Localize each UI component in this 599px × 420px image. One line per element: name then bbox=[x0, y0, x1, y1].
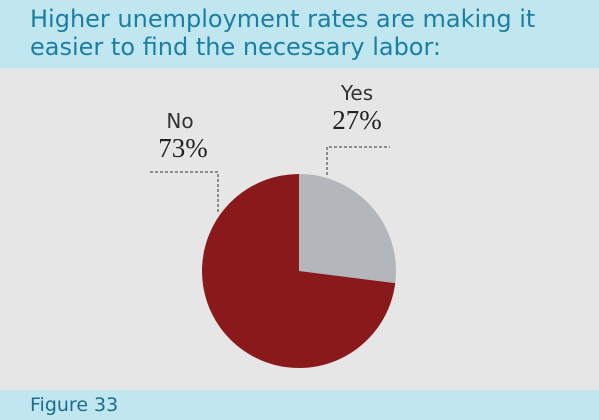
figure-label: Figure 33 bbox=[30, 394, 119, 416]
slice-label: No bbox=[166, 109, 193, 133]
pie-slice bbox=[201, 174, 396, 369]
leader-line bbox=[150, 171, 219, 212]
slice-label: Yes bbox=[340, 81, 373, 105]
chart-title: Higher unemployment rates are making it … bbox=[30, 5, 536, 61]
header-band: Higher unemployment rates are making it … bbox=[0, 0, 599, 68]
footer-band: Figure 33 bbox=[0, 390, 599, 420]
value-label: 73% bbox=[158, 133, 208, 163]
leader-line bbox=[326, 146, 390, 175]
pie-slice bbox=[299, 174, 396, 284]
value-label: 27% bbox=[332, 105, 382, 135]
